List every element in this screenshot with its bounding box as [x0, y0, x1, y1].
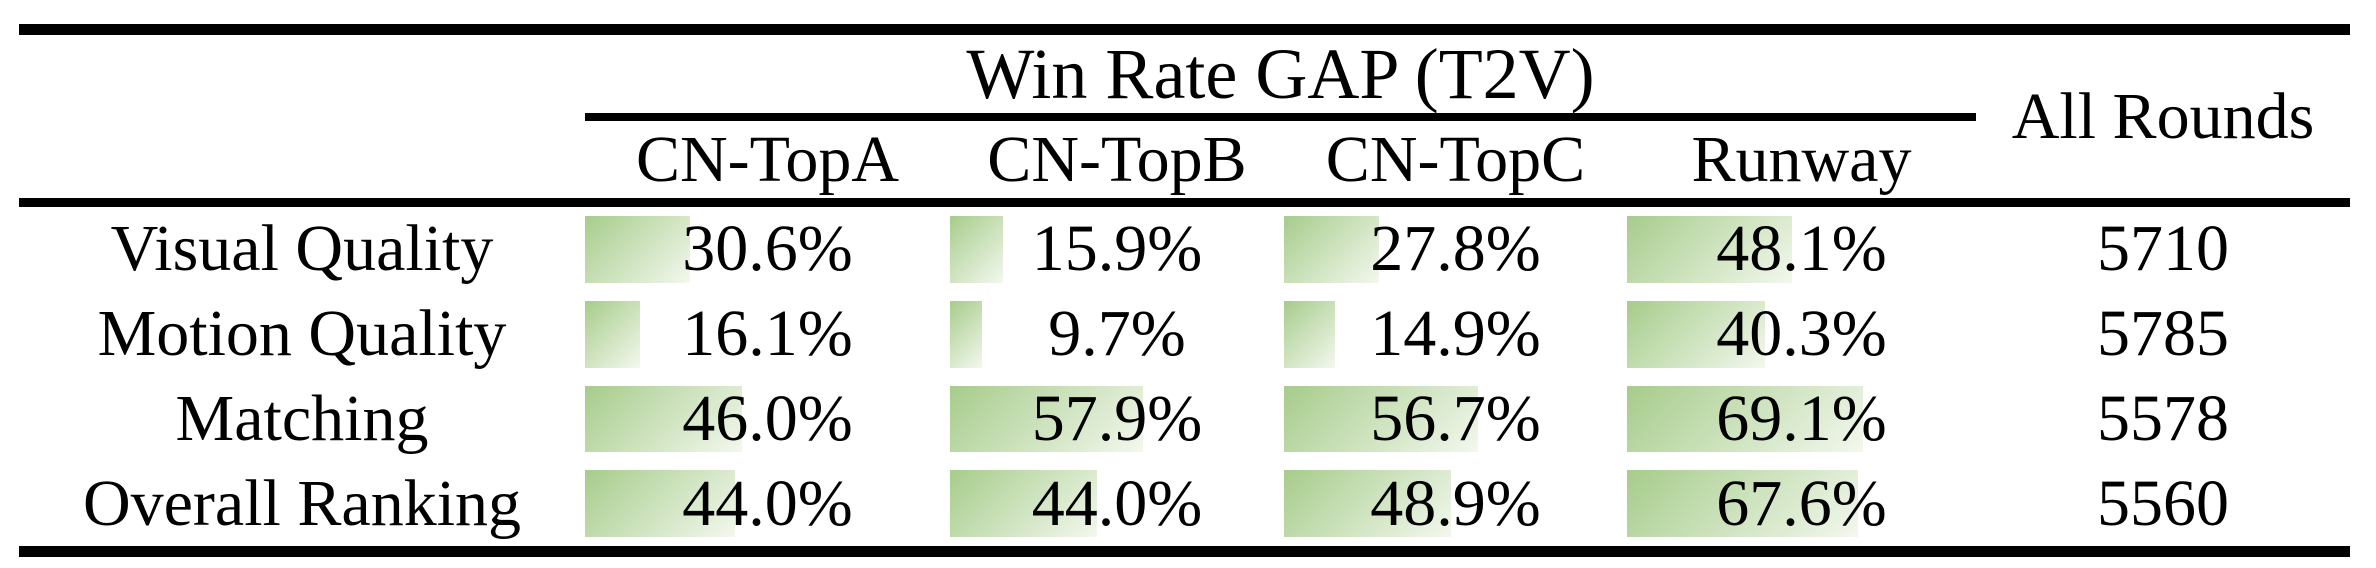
column-header-cn-topb: CN-TopB [987, 122, 1247, 196]
value-cell: 30.6% [585, 207, 950, 292]
row-label: Motion Quality [97, 297, 507, 371]
win-rate-value: 46.0% [682, 381, 853, 455]
win-rate-bar [585, 216, 690, 283]
all-rounds-value: 5578 [2097, 381, 2229, 455]
bottom-rule [19, 546, 2350, 558]
value-cell: 57.9% [950, 377, 1284, 462]
value-cell: 48.1% [1627, 207, 1976, 292]
table-header: Win Rate GAP (T2V) All Rounds CN-TopA CN… [19, 35, 2350, 198]
header-body-rule [19, 198, 2350, 207]
column-header-cn-topa: CN-TopA [635, 122, 900, 196]
win-rate-value: 15.9% [1031, 212, 1203, 286]
win-rate-bar [585, 300, 641, 368]
win-rate-value: 44.0% [682, 466, 853, 540]
all-rounds-value: 5785 [2097, 297, 2229, 371]
value-cell: 44.0% [585, 461, 950, 546]
all-rounds-value: 5560 [2097, 466, 2229, 540]
value-cell: 9.7% [950, 292, 1284, 377]
win-rate-value: 9.7% [1048, 297, 1186, 371]
table-row-motion-quality: Motion Quality 16.1% 9.7% 14.9% 40.3% 57… [19, 292, 2350, 377]
column-header-cn-topc: CN-TopC [1325, 122, 1586, 196]
value-cell: 14.9% [1284, 292, 1627, 377]
win-rate-value: 30.6% [682, 212, 853, 286]
value-cell: 69.1% [1627, 377, 1976, 462]
value-cell: 16.1% [585, 292, 950, 377]
row-label: Visual Quality [110, 212, 494, 286]
win-rate-value: 14.9% [1370, 297, 1541, 371]
win-rate-value: 27.8% [1370, 212, 1541, 286]
all-rounds-header: All Rounds [2011, 79, 2315, 153]
column-header-runway: Runway [1691, 122, 1912, 196]
value-cell: 67.6% [1627, 461, 1976, 546]
table-row-visual-quality: Visual Quality 30.6% 15.9% 27.8% 48.1% 5… [19, 207, 2350, 292]
value-cell: 15.9% [950, 207, 1284, 292]
win-rate-value: 67.6% [1716, 466, 1887, 540]
header-group-rule [585, 113, 1976, 121]
win-rate-value: 40.3% [1716, 297, 1887, 371]
value-cell: 56.7% [1284, 377, 1627, 462]
win-rate-bar [950, 216, 1004, 283]
win-rate-value: 57.9% [1031, 381, 1203, 455]
table-row-overall-ranking: Overall Ranking 44.0% 44.0% 48.9% 67.6% … [19, 461, 2350, 546]
win-rate-value: 44.0% [1031, 466, 1203, 540]
win-rate-bar [1284, 300, 1335, 368]
win-rate-value: 48.9% [1370, 466, 1541, 540]
win-rate-value: 16.1% [682, 297, 853, 371]
top-rule [19, 24, 2350, 35]
win-rate-bar [1284, 216, 1380, 283]
win-rate-value: 48.1% [1716, 212, 1887, 286]
row-label: Matching [175, 381, 429, 455]
value-cell: 48.9% [1284, 461, 1627, 546]
table-row-matching: Matching 46.0% 57.9% 56.7% 69.1% 5578 [19, 377, 2350, 462]
all-rounds-value: 5710 [2097, 212, 2229, 286]
value-cell: 27.8% [1284, 207, 1627, 292]
value-cell: 44.0% [950, 461, 1284, 546]
row-label: Overall Ranking [82, 466, 522, 540]
win-rate-bar [950, 300, 983, 368]
win-rate-value: 69.1% [1716, 381, 1887, 455]
value-cell: 46.0% [585, 377, 950, 462]
value-cell: 40.3% [1627, 292, 1976, 377]
table-title: Win Rate GAP (T2V) [966, 34, 1595, 114]
win-rate-value: 56.7% [1370, 381, 1541, 455]
